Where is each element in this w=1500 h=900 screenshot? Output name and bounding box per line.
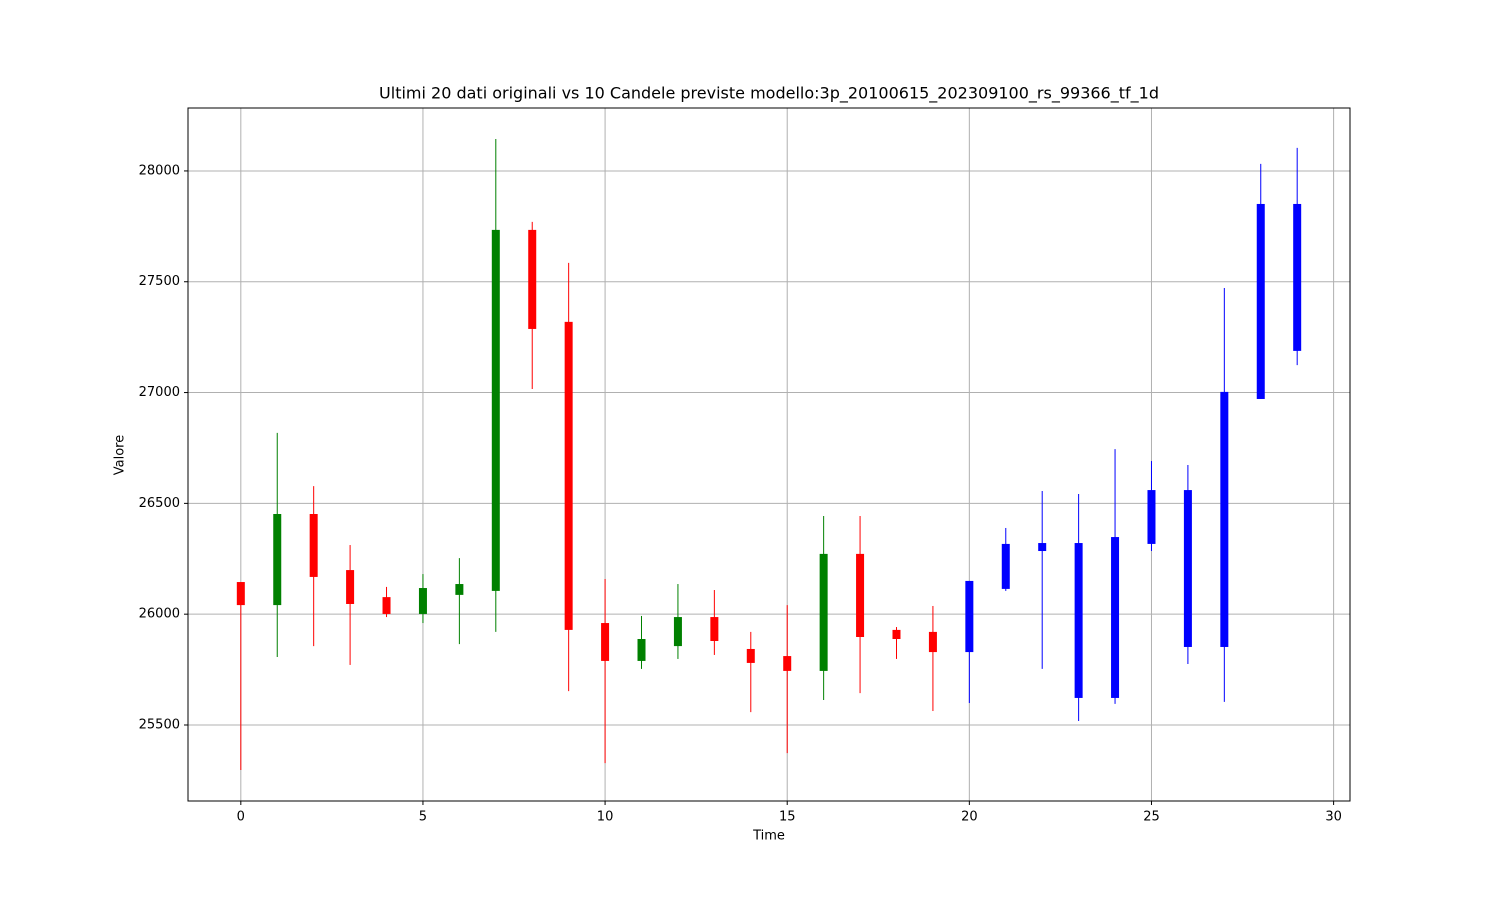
candle-body bbox=[382, 597, 391, 614]
x-tick-label: 0 bbox=[237, 810, 245, 825]
plot-frame bbox=[187, 107, 1351, 802]
candle-body bbox=[236, 582, 245, 606]
y-tick-label: 25500 bbox=[139, 717, 180, 732]
candle-body bbox=[673, 617, 682, 647]
candle-body bbox=[1147, 490, 1156, 544]
x-tick-label: 10 bbox=[597, 810, 614, 825]
candle-body bbox=[856, 553, 865, 638]
candle-body bbox=[710, 617, 719, 641]
candle-body bbox=[455, 584, 464, 595]
candle-body bbox=[564, 321, 573, 630]
chart-title: Ultimi 20 dati originali vs 10 Candele p… bbox=[379, 84, 1159, 104]
y-tick-label: 26500 bbox=[139, 496, 180, 511]
x-tick-label: 15 bbox=[779, 810, 796, 825]
y-tick-label: 26000 bbox=[139, 607, 180, 622]
candle-body bbox=[273, 514, 282, 606]
y-tick-label: 27000 bbox=[139, 385, 180, 400]
candle-body bbox=[965, 580, 974, 653]
candle-body bbox=[1183, 490, 1192, 647]
x-tick-label: 20 bbox=[961, 810, 978, 825]
candle-body bbox=[637, 638, 646, 661]
candle-body bbox=[819, 553, 828, 671]
candle-body bbox=[309, 514, 318, 577]
candle-body bbox=[1074, 543, 1083, 698]
candle-body bbox=[1220, 391, 1229, 647]
candle-body bbox=[746, 648, 755, 663]
candle-body bbox=[418, 588, 427, 614]
y-axis-label: Valore bbox=[113, 435, 128, 475]
candle-body bbox=[1001, 543, 1010, 589]
candle-body bbox=[491, 229, 500, 591]
candle-body bbox=[346, 570, 355, 604]
candle-body bbox=[783, 656, 792, 671]
x-tick-label: 25 bbox=[1143, 810, 1160, 825]
candle-body bbox=[601, 623, 610, 661]
candle-body bbox=[1256, 203, 1265, 399]
candle-body bbox=[928, 631, 937, 653]
y-tick-label: 28000 bbox=[139, 163, 180, 178]
x-axis-label: Time bbox=[752, 829, 785, 844]
x-tick-label: 5 bbox=[419, 810, 427, 825]
candle-body bbox=[892, 629, 901, 639]
y-tick-label: 27500 bbox=[139, 274, 180, 289]
candle-body bbox=[1293, 203, 1302, 351]
candle-body bbox=[528, 229, 537, 329]
candle-body bbox=[1038, 543, 1047, 552]
x-tick-label: 30 bbox=[1325, 810, 1342, 825]
candle-body bbox=[1111, 537, 1120, 698]
